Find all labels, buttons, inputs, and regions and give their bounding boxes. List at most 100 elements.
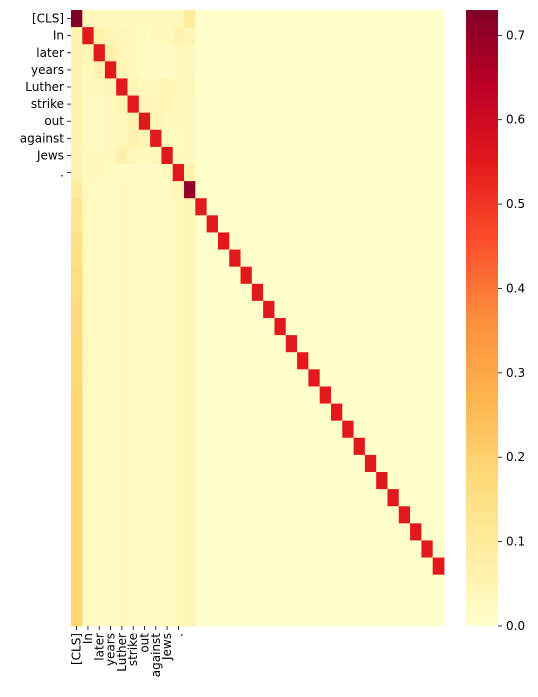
heatmap-cell [432, 129, 445, 148]
y-tick-label: . [60, 166, 64, 180]
heatmap-cell [195, 300, 208, 319]
heatmap-cell [71, 215, 83, 233]
heatmap-cell [116, 403, 128, 422]
heatmap-cell [138, 283, 151, 302]
heatmap-cell [172, 249, 185, 268]
heatmap-cell [172, 181, 185, 199]
heatmap-cell [184, 10, 196, 28]
heatmap-cell [127, 506, 140, 524]
heatmap-cell [285, 61, 298, 79]
heatmap-cell [229, 574, 241, 593]
heatmap-cell [263, 95, 275, 114]
heatmap-cell [71, 95, 83, 114]
heatmap-cell [263, 523, 275, 541]
heatmap-cell [82, 352, 94, 370]
heatmap-cell [161, 300, 174, 319]
x-tick-label: Jews [160, 633, 174, 661]
heatmap-cell [150, 95, 162, 114]
heatmap-cell [206, 335, 219, 353]
heatmap-cell [364, 318, 377, 336]
heatmap-cell [229, 44, 241, 62]
heatmap-cell [150, 266, 162, 285]
heatmap-cell [251, 300, 264, 319]
heatmap-cell [184, 78, 196, 96]
heatmap-cell [104, 489, 117, 507]
heatmap-cell [274, 10, 287, 28]
heatmap-cell [376, 164, 388, 182]
heatmap-cell [285, 266, 298, 285]
heatmap-cell [421, 489, 434, 507]
heatmap-cell [353, 557, 366, 576]
heatmap-cell [71, 61, 83, 79]
heatmap-cell [138, 420, 151, 439]
heatmap-cell [150, 386, 162, 404]
heatmap-cell [195, 472, 208, 490]
heatmap-cell [319, 523, 332, 541]
heatmap-cell [387, 266, 400, 285]
heatmap-cell [274, 608, 287, 627]
heatmap-cell [308, 249, 321, 268]
heatmap-cell [308, 10, 321, 28]
heatmap-cell [184, 164, 196, 182]
y-tick-label: [CLS] [32, 12, 64, 26]
heatmap-cell [364, 608, 377, 627]
heatmap-cell [387, 129, 400, 148]
heatmap-cell [432, 44, 445, 62]
heatmap-cell [319, 454, 332, 473]
heatmap-cell [297, 112, 309, 131]
heatmap-cell [127, 420, 140, 439]
heatmap-cell [285, 523, 298, 541]
heatmap-cell [297, 232, 309, 250]
heatmap-cell [319, 574, 332, 593]
heatmap-cell [138, 181, 151, 199]
heatmap-cell [93, 300, 106, 319]
heatmap-cell [376, 386, 388, 404]
heatmap-cell [274, 78, 287, 96]
heatmap-cell [217, 608, 230, 627]
heatmap-cell [387, 44, 400, 62]
heatmap-cell [410, 506, 422, 524]
heatmap-cell [138, 10, 151, 28]
heatmap-cell [195, 557, 208, 576]
heatmap-cell [387, 506, 400, 524]
heatmap-cell [330, 454, 343, 473]
heatmap-cell [274, 540, 287, 558]
heatmap-cell [376, 198, 388, 216]
heatmap-cell [116, 215, 128, 233]
heatmap-cell [71, 386, 83, 404]
heatmap-cell [364, 300, 377, 319]
heatmap-cell [342, 146, 354, 165]
heatmap-cell [319, 232, 332, 250]
heatmap-cell [263, 215, 275, 233]
heatmap-cell [251, 232, 264, 250]
heatmap-cell [71, 129, 83, 148]
heatmap-cell [387, 181, 400, 199]
heatmap-cell [150, 318, 162, 336]
heatmap-cell [104, 506, 117, 524]
heatmap-cell [387, 27, 400, 45]
heatmap-cell [308, 164, 321, 182]
heatmap-cell [93, 506, 106, 524]
heatmap-cell [398, 591, 411, 610]
heatmap-cell [150, 10, 162, 28]
heatmap-cell [432, 437, 445, 456]
heatmap-cell [229, 249, 241, 268]
heatmap-cell [297, 557, 309, 576]
heatmap-cell [93, 472, 106, 490]
heatmap-cell [104, 164, 117, 182]
heatmap-cell [285, 608, 298, 627]
x-axis-ticks: [CLS]InlateryearsLutherstrikeoutagainstJ… [70, 626, 185, 677]
heatmap-cell [82, 557, 94, 576]
heatmap-cell [342, 420, 354, 439]
heatmap-cell [138, 129, 151, 148]
heatmap-cell [421, 318, 434, 336]
heatmap-cell [376, 129, 388, 148]
x-tick-label: [CLS] [70, 633, 84, 665]
heatmap-cell [217, 78, 230, 96]
heatmap-cell [364, 369, 377, 387]
heatmap-cell [274, 283, 287, 302]
heatmap-cell [229, 215, 241, 233]
heatmap-cell [398, 198, 411, 216]
heatmap-cell [297, 283, 309, 302]
